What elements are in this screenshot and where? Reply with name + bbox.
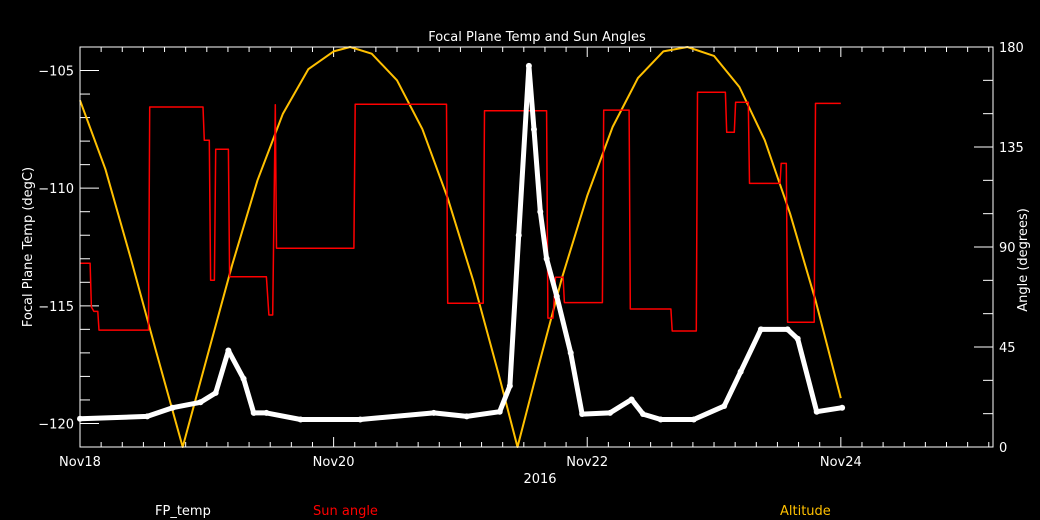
fp-temp-point	[579, 411, 586, 418]
y2-tick-label: 180	[999, 41, 1024, 56]
y-tick-label: −110	[38, 182, 74, 197]
fp-temp-point	[212, 389, 219, 396]
fp-temp-point	[197, 399, 204, 406]
fp-temp-point	[737, 368, 744, 375]
fp-temp-point	[506, 382, 513, 389]
fp-temp-point	[525, 62, 532, 69]
fp-temp-point	[263, 409, 270, 416]
fp-temp-point	[240, 375, 247, 382]
fp-temp-point	[567, 349, 574, 356]
fp-temp-point	[794, 335, 801, 342]
legend-altitude: Altitude	[780, 504, 831, 519]
y2-tick-label: 90	[999, 241, 1016, 256]
fp-temp-point	[784, 326, 791, 333]
fp-temp-point	[430, 409, 437, 416]
legend-fp-temp: FP_temp	[155, 504, 211, 519]
x-axis-label: 2016	[523, 472, 556, 487]
fp-temp-point	[640, 411, 647, 418]
fp-temp-point	[169, 404, 176, 411]
altitude-line	[79, 46, 842, 448]
y-tick-label: −105	[38, 65, 74, 80]
x-tick-label: Nov18	[59, 455, 101, 470]
y2-axis-label: Angle (degrees)	[1016, 208, 1031, 312]
y-axis-label: Focal Plane Temp (degC)	[21, 167, 36, 327]
chart-title: Focal Plane Temp and Sun Angles	[428, 30, 646, 45]
fp-temp-point	[543, 255, 550, 262]
y-tick-label: −115	[38, 300, 74, 315]
fp-temp-point	[463, 413, 470, 420]
fp-temp-point	[515, 232, 522, 239]
fp-temp-point	[657, 416, 664, 423]
x-tick-label: Nov24	[820, 455, 862, 470]
fp-temp-point	[553, 293, 560, 300]
fp-temp-point	[530, 126, 537, 133]
fp-temp-point	[839, 404, 846, 411]
fp-temp-point	[607, 409, 614, 416]
y2-tick-label: 45	[999, 341, 1016, 356]
fp-temp-point	[537, 208, 544, 215]
x-tick-label: Nov20	[313, 455, 355, 470]
sun-angle-line	[80, 91, 841, 332]
y-tick-label: −120	[38, 417, 74, 432]
x-tick-label: Nov22	[566, 455, 608, 470]
fp-temp-point	[690, 416, 697, 423]
fp-temp-point	[357, 416, 364, 423]
fp-temp-point	[225, 347, 232, 354]
fp-temp-point	[496, 408, 503, 415]
fp-temp-point	[813, 408, 820, 415]
y2-tick-label: 135	[999, 141, 1024, 156]
legend-sun-angle: Sun angle	[313, 504, 378, 519]
plot-frame	[79, 46, 994, 448]
fp-temp-point	[721, 403, 728, 410]
fp-temp-point	[250, 409, 257, 416]
fp-temp-point	[628, 396, 635, 403]
fp-temp-point	[297, 416, 304, 423]
fp-temp-point	[757, 326, 764, 333]
y2-tick-label: 0	[999, 441, 1007, 456]
fp-temp-point	[144, 413, 151, 420]
